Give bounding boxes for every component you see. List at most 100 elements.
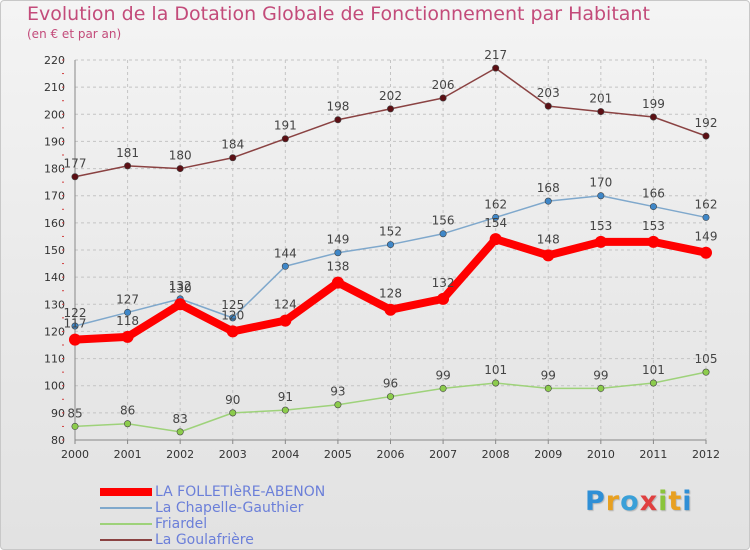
data-point [281,262,289,270]
data-label: 154 [484,216,507,230]
chart-subtitle: (en € et par an) [27,27,122,41]
data-point [71,173,79,181]
data-point [542,249,555,262]
legend-swatch [100,523,152,525]
data-label: 191 [274,119,297,133]
data-point [544,197,552,205]
y-tick-label: 100 [44,380,65,393]
data-label: 127 [116,292,139,306]
logo-letter: P [585,486,606,517]
data-label: 192 [695,116,718,130]
data-label: 153 [642,219,665,233]
data-label: 118 [116,314,139,328]
data-label: 202 [379,89,402,103]
data-label: 120 [221,308,244,322]
data-point [439,384,447,392]
data-label: 99 [541,368,556,382]
data-label: 170 [589,176,612,190]
data-label: 166 [642,187,665,201]
data-point [124,162,132,170]
logo-letter: o [620,486,640,517]
data-point [594,235,607,248]
data-point [437,292,450,305]
y-tick-label: 220 [44,54,65,67]
x-tick-label: 2002 [166,448,194,461]
x-tick-label: 2004 [271,448,299,461]
data-point [384,303,397,316]
data-label: 90 [225,393,240,407]
legend-label: Friardel [155,516,208,532]
x-tick-label: 2001 [114,448,142,461]
y-tick-label: 170 [44,190,65,203]
data-point [71,422,79,430]
y-tick-label: 120 [44,325,65,338]
data-point [334,116,342,124]
data-label: 138 [326,260,349,274]
data-point [124,420,132,428]
logo-letter: i [682,486,693,517]
x-tick-label: 2007 [429,448,457,461]
data-point [702,132,710,140]
data-point [386,241,394,249]
legend-swatch [100,488,152,496]
data-point [597,384,605,392]
data-label: 91 [278,390,293,404]
data-point [439,230,447,238]
data-label: 101 [642,363,665,377]
legend-label: LA FOLLETIèRE-ABENON [155,484,326,500]
data-point [121,330,134,343]
legend-label: La Chapelle-Gauthier [155,500,304,516]
data-label: 132 [432,276,455,290]
data-point [649,113,657,121]
data-label: 124 [274,298,297,312]
data-label: 93 [330,385,345,399]
data-point [229,314,237,322]
data-point [386,393,394,401]
data-point [649,379,657,387]
x-tick-label: 2006 [377,448,405,461]
y-tick-label: 140 [44,271,65,284]
data-point [71,322,79,330]
data-label: 96 [383,377,398,391]
data-label: 85 [67,406,82,420]
data-point [597,108,605,116]
data-point [334,401,342,409]
data-point [492,64,500,72]
data-point [281,135,289,143]
legend-label: La Goulafrière [155,532,254,548]
data-point [649,203,657,211]
data-point [69,333,81,346]
proxiti-logo: Proxiti [585,486,693,517]
x-tick-label: 2000 [61,448,89,461]
legend-swatch [100,507,152,509]
data-point [176,428,184,436]
data-label: 199 [642,97,665,111]
data-point [279,314,292,327]
data-label: 153 [589,219,612,233]
data-point [439,94,447,102]
data-point [702,368,710,376]
data-label: 101 [484,363,507,377]
data-label: 201 [589,92,612,106]
x-tick-label: 2005 [324,448,352,461]
data-point [226,325,239,338]
logo-letter: x [639,486,659,517]
y-tick-label: 190 [44,135,65,148]
data-label: 117 [64,317,87,331]
data-label: 184 [221,138,244,152]
x-tick-label: 2008 [482,448,510,461]
data-point [386,105,394,113]
logo-letter: i [658,486,669,517]
data-point [647,235,660,248]
data-point [544,384,552,392]
y-tick-label: 110 [44,353,65,366]
data-label: 177 [64,157,87,171]
y-tick-label: 90 [51,407,65,420]
data-label: 122 [64,306,87,320]
data-point [229,409,237,417]
data-label: 168 [537,181,560,195]
data-label: 162 [695,197,718,211]
data-point [176,165,184,173]
data-label: 132 [169,279,192,293]
